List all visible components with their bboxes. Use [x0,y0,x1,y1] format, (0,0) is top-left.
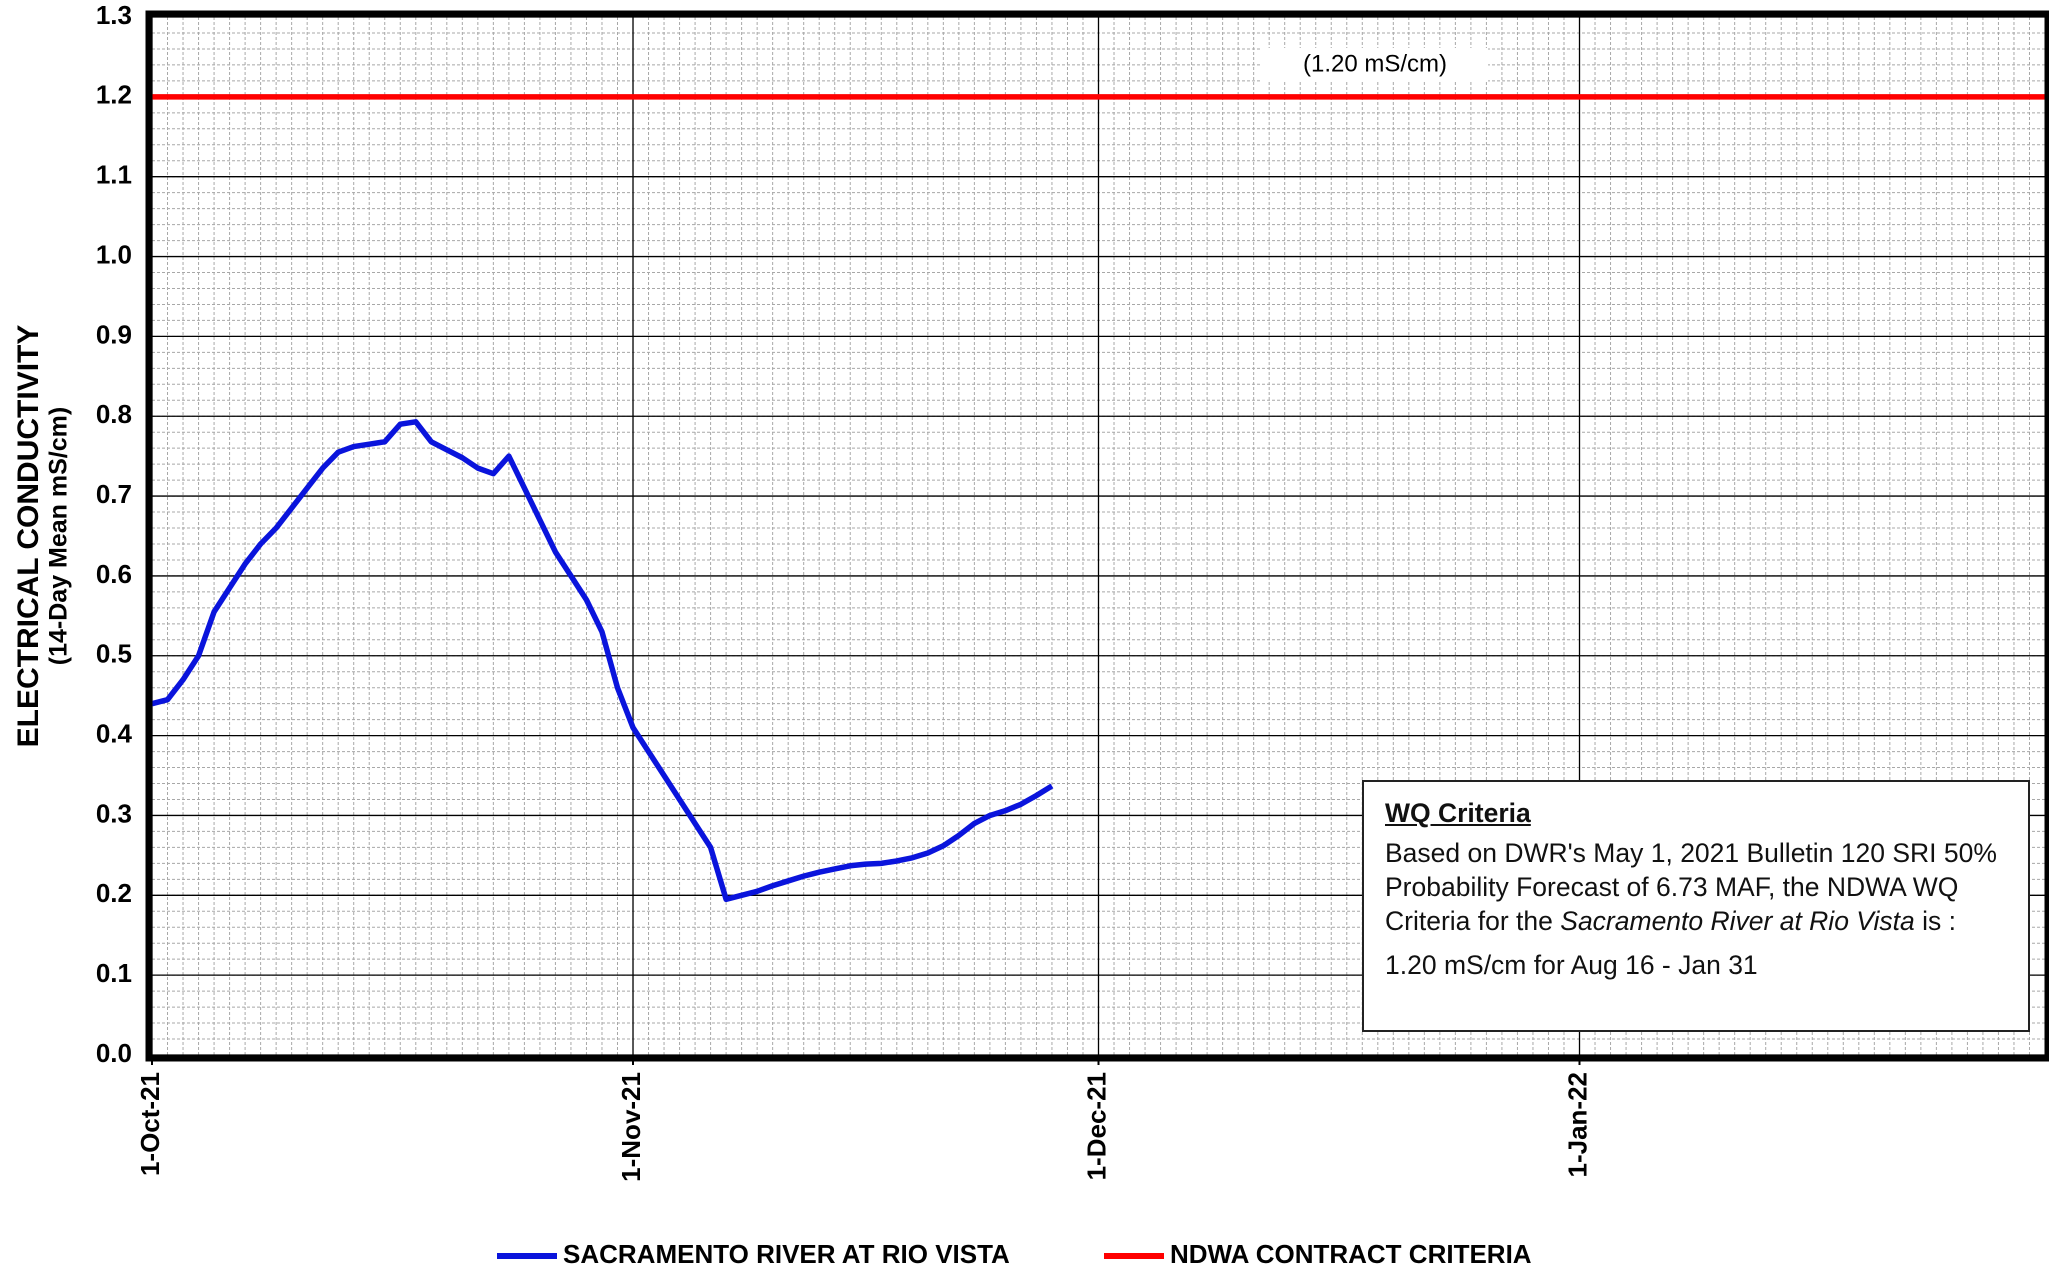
legend-label: SACRAMENTO RIVER AT RIO VISTA [563,1239,1010,1269]
y-tick-label: 0.4 [96,718,133,748]
y-axis-subtitle: (14-Day Mean mS/cm) [45,407,73,665]
annotation-bg [1262,48,1488,82]
y-tick-label: 0.3 [96,798,132,828]
y-tick-label: 1.0 [96,239,132,269]
annotation: (1.20 mS/cm) [1303,50,1447,77]
y-tick-label: 0.5 [96,639,132,669]
x-tick-label: 1-Dec-21 [1081,1072,1111,1180]
y-tick-label: 0.9 [96,319,132,349]
y-axis-title: ELECTRICAL CONDUCTIVITY [12,325,45,748]
y-tick-label: 0.0 [96,1038,132,1068]
x-tick-label: 1-Nov-21 [616,1072,646,1182]
legend-label: NDWA CONTRACT CRITERIA [1170,1239,1532,1269]
box-text: is : [1914,906,1956,936]
y-tick-label: 1.2 [96,80,132,110]
plot-border [145,10,2049,1062]
data-line [151,419,1054,903]
box-text: Sacramento River at Rio Vista [1560,906,1915,936]
y-tick-label: 1.3 [96,0,132,30]
y-tick-label: 0.1 [96,958,132,988]
x-tick-label: 1-Oct-21 [135,1072,165,1176]
y-tick-label: 0.8 [96,399,132,429]
box-text: Based on DWR's May 1, 2021 Bulletin 120 … [1385,838,1997,936]
x-tick-label: 1-Jan-22 [1562,1072,1592,1178]
box-body: Based on DWR's May 1, 2021 Bulletin 120 … [1385,836,2007,938]
y-tick-label: 0.6 [96,559,132,589]
y-tick-label: 0.2 [96,878,132,908]
criteria-box: WQ Criteria Based on DWR's May 1, 2021 B… [1362,780,2030,1032]
box-title: WQ Criteria [1385,798,1531,828]
y-tick-label: 1.1 [96,160,132,190]
y-tick-label: 0.7 [96,479,132,509]
box-note: 1.20 mS/cm for Aug 16 - Jan 31 [1385,950,1758,980]
